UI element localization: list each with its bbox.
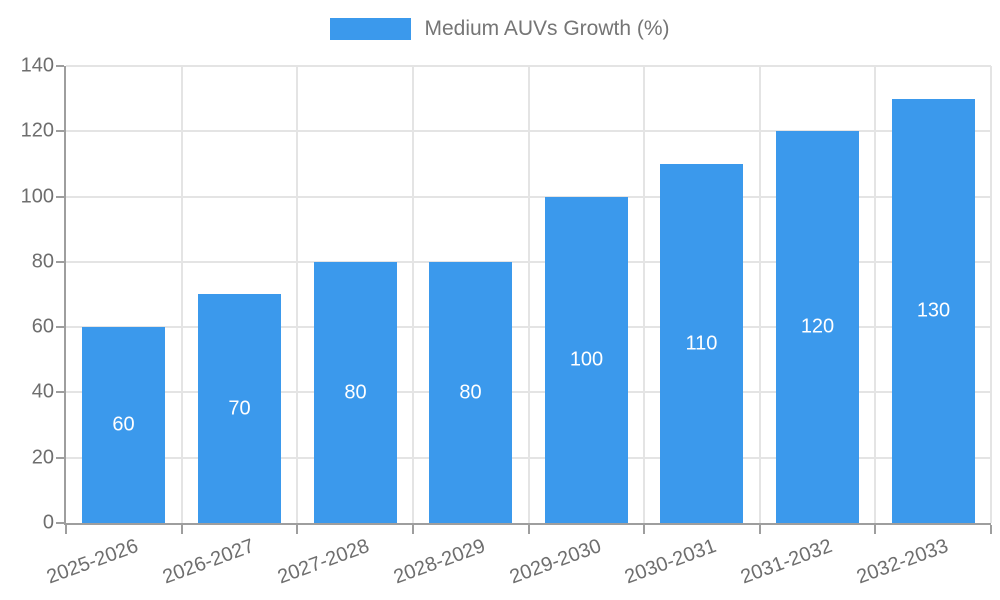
- y-tick-mark: [56, 260, 64, 263]
- y-tick-mark: [56, 326, 64, 329]
- bar: 70: [198, 294, 281, 523]
- bar: 120: [776, 131, 859, 523]
- y-tick-mark: [56, 195, 64, 198]
- x-tick-label: 2030-2031: [622, 535, 720, 589]
- y-tick-mark: [56, 130, 64, 133]
- y-tick-label: 140: [20, 54, 54, 77]
- x-tick-mark: [990, 525, 992, 534]
- y-axis-line: [64, 66, 66, 523]
- h-gridline: [66, 65, 991, 67]
- bar-value-label: 70: [228, 397, 251, 419]
- v-gridline: [874, 66, 877, 523]
- x-tick-mark: [65, 525, 67, 534]
- y-tick-label: 100: [20, 185, 54, 208]
- legend-swatch: [330, 17, 412, 40]
- y-tick-label: 0: [42, 511, 54, 534]
- v-gridline: [296, 66, 299, 523]
- bar-value-label: 110: [685, 332, 718, 354]
- x-tick-label: 2025-2026: [43, 535, 142, 589]
- x-tick-mark: [180, 525, 183, 534]
- x-tick-label: 2031-2032: [737, 535, 836, 589]
- x-tick-mark: [411, 525, 414, 534]
- bar: 60: [82, 327, 165, 523]
- bar-value-label: 60: [112, 413, 135, 436]
- y-tick-label: 20: [31, 446, 54, 469]
- plot-area: 60 70 80 80 100 110 120 130: [64, 65, 992, 525]
- v-gridline: [180, 66, 183, 523]
- y-tick-mark: [56, 522, 64, 524]
- legend: Medium AUVs Growth (%): [0, 16, 1000, 41]
- bar: 100: [545, 197, 628, 523]
- bar-value-label: 130: [916, 299, 951, 322]
- y-tick-mark: [56, 65, 64, 67]
- y-tick-mark: [56, 456, 64, 459]
- v-gridline: [758, 66, 761, 523]
- y-tick-label: 80: [31, 250, 54, 273]
- x-tick-mark: [527, 525, 530, 534]
- x-tick-mark: [643, 525, 646, 534]
- y-tick-mark: [56, 391, 64, 394]
- y-tick-label: 40: [31, 380, 54, 403]
- x-tick-label: 2027-2028: [275, 535, 373, 589]
- x-axis-line: [64, 523, 991, 525]
- x-tick-label: 2026-2027: [159, 535, 257, 589]
- x-tick-label: 2032-2033: [853, 535, 951, 589]
- bar-value-label: 80: [344, 381, 367, 403]
- bar-value-label: 100: [569, 348, 604, 371]
- bar-value-label: 120: [800, 315, 835, 338]
- x-tick-label: 2029-2030: [506, 535, 604, 589]
- legend-label: Medium AUVs Growth (%): [424, 17, 670, 40]
- v-gridline: [527, 66, 530, 523]
- x-tick-mark: [758, 525, 761, 534]
- y-tick-label: 60: [31, 315, 54, 338]
- bar: 130: [892, 99, 975, 523]
- x-tick-mark: [296, 525, 299, 534]
- y-tick-label: 120: [20, 119, 54, 142]
- v-gridline: [990, 66, 992, 523]
- x-tick-mark: [874, 525, 877, 534]
- v-gridline: [411, 66, 414, 523]
- bar: 80: [429, 262, 512, 523]
- bar: 110: [660, 164, 743, 523]
- v-gridline: [643, 66, 646, 523]
- bar-value-label: 80: [459, 381, 482, 403]
- x-tick-label: 2028-2029: [390, 535, 489, 589]
- bar: 80: [314, 262, 397, 523]
